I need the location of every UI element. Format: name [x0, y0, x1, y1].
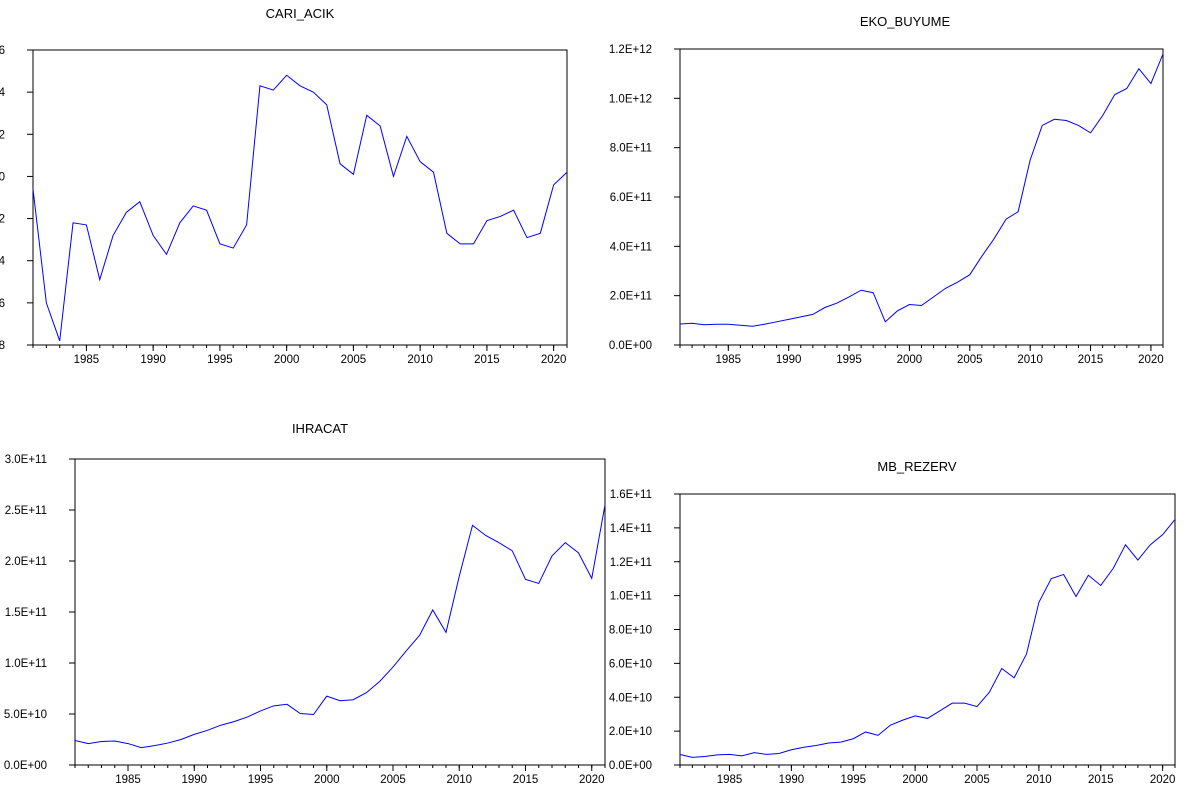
x-tick-label: 2010 [446, 774, 472, 786]
y-tick-label: 2.0E+10 [609, 726, 652, 738]
y-tick-label: 0.0E+00 [609, 760, 652, 772]
y-tick-label: -8 [0, 340, 5, 352]
plot-frame [32, 49, 568, 346]
x-tick-label: 1990 [181, 774, 207, 786]
y-tick-label: 6 [0, 45, 5, 57]
x-tick-label: 2010 [1017, 354, 1043, 366]
y-tick-label: 2.5E+11 [5, 505, 47, 517]
series-line [74, 504, 606, 749]
x-tick-label: 2000 [897, 354, 923, 366]
y-tick-label: 4.0E+11 [610, 241, 652, 253]
x-tick-label: 1985 [717, 774, 743, 786]
y-tick-label: 4 [0, 87, 6, 99]
y-tick-label: 8.0E+10 [609, 625, 652, 637]
chart-title: MB_REZERV [877, 459, 957, 474]
y-tick-label: 0 [0, 171, 5, 183]
plot-frame [74, 458, 606, 766]
x-tick-label: 2015 [474, 354, 500, 366]
x-tick-label: 1985 [74, 354, 100, 366]
series-line [679, 519, 1176, 758]
x-tick-label: 2015 [1088, 774, 1114, 786]
y-tick-label: 1.4E+11 [610, 523, 652, 535]
x-tick-label: 1985 [716, 354, 742, 366]
y-tick-label: 1.6E+11 [610, 489, 652, 501]
x-tick-label: 1990 [779, 774, 805, 786]
x-tick-label: 2000 [274, 354, 300, 366]
x-tick-label: 2005 [341, 354, 367, 366]
y-tick-label: 6.0E+10 [609, 658, 652, 670]
y-tick-label: 1.2E+11 [610, 557, 652, 569]
x-tick-label: 2015 [513, 774, 539, 786]
x-tick-label: 2020 [1138, 354, 1164, 366]
x-tick-label: 2015 [1078, 354, 1104, 366]
chart-title: EKO_BUYUME [860, 14, 951, 29]
chart-panel-cari-acik: CARI_ACIK -8 -6 -4 -2 0 2 4 6 1985 1990 1995 2000 20… [0, 6, 568, 366]
plot-frame [679, 48, 1164, 346]
y-tick-label: 3.0E+11 [5, 454, 47, 466]
x-tick-label: 2020 [541, 354, 567, 366]
x-tick-label: 1995 [836, 354, 862, 366]
x-tick-label: 2000 [902, 774, 928, 786]
x-tick-label: 2010 [1026, 774, 1052, 786]
x-tick-label: 2005 [957, 354, 983, 366]
y-tick-label: -2 [0, 214, 5, 226]
y-tick-label: 4.0E+10 [609, 692, 652, 704]
y-tick-label: 2 [0, 129, 5, 141]
y-tick-label: 8.0E+11 [610, 143, 652, 155]
x-tick-label: 1985 [115, 774, 141, 786]
y-tick-label: 1.0E+11 [610, 591, 652, 603]
x-tick-label: 2010 [407, 354, 433, 366]
x-tick-label: 2005 [380, 774, 406, 786]
chart-title: CARI_ACIK [266, 6, 335, 21]
plot-frame [679, 493, 1176, 766]
x-tick-label: 1995 [248, 774, 274, 786]
y-tick-label: 1.5E+11 [5, 607, 47, 619]
y-tick-label: 2.0E+11 [5, 556, 47, 568]
x-tick-label: 1990 [140, 354, 166, 366]
y-tick-label: 1.2E+12 [609, 44, 652, 56]
y-tick-label: 0.0E+00 [609, 340, 652, 352]
y-tick-label: 6.0E+11 [610, 192, 652, 204]
chart-title: IHRACAT [292, 421, 348, 436]
y-tick-label: 2.0E+11 [610, 291, 652, 303]
y-tick-label: 1.0E+11 [5, 658, 47, 670]
x-tick-label: 2005 [964, 774, 990, 786]
x-tick-label: 2020 [1150, 774, 1176, 786]
chart-panel-ihracat: IHRACAT 0.0E+00 5.0E+10 1.0E+11 1.5E+11 2.0E… [4, 421, 606, 786]
x-tick-label: 1995 [840, 774, 866, 786]
y-tick-label: 1.0E+12 [609, 93, 652, 105]
series-line [32, 74, 568, 341]
y-tick-label: -6 [0, 298, 5, 310]
x-tick-label: 2020 [579, 774, 605, 786]
x-tick-label: 1995 [207, 354, 233, 366]
x-tick-label: 2000 [314, 774, 340, 786]
y-tick-label: 0.0E+00 [4, 760, 47, 772]
y-tick-label: -4 [0, 256, 6, 268]
y-tick-label: 5.0E+10 [4, 709, 47, 721]
x-tick-label: 1990 [776, 354, 802, 366]
series-line [679, 53, 1164, 327]
chart-panel-eko-buyume: EKO_BUYUME 0.0E+00 2.0E+11 4.0E+11 6.0E+11 8… [609, 14, 1164, 366]
chart-panel-mb-rezerv: MB_REZERV 0.0E+00 2.0E+10 4.0E+10 6.0E+10 8.… [609, 459, 1176, 786]
